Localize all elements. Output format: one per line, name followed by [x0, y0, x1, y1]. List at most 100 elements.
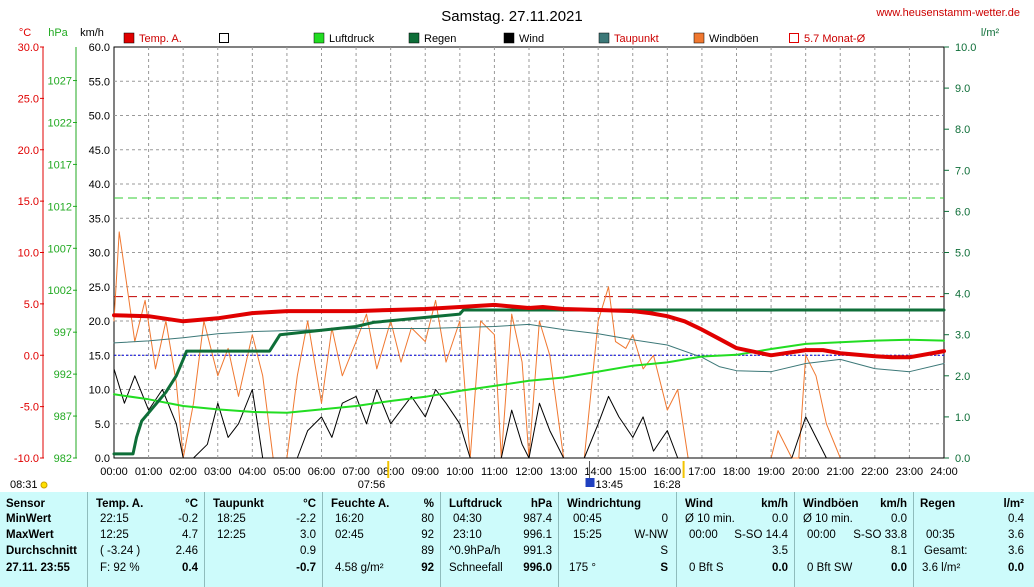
legend-swatch: [503, 32, 515, 44]
dewpoint-unit: °C: [303, 498, 316, 510]
temp-unit: °C: [185, 498, 198, 510]
chart-title: Samstag. 27.11.2021: [441, 8, 583, 25]
x-tick-label: 14:00: [584, 466, 612, 478]
legend-label: Luftdruck: [329, 33, 375, 45]
pressure-current: 996.0: [523, 562, 552, 574]
wind-header: Wind: [685, 498, 713, 510]
wind-avg10-label: Ø 10 min.: [685, 513, 735, 525]
wind-axis-tick: 55.0: [89, 76, 110, 88]
dewpoint-header: Taupunkt: [213, 498, 264, 510]
winddir-current: S: [660, 562, 668, 574]
x-tick-label: 08:00: [377, 466, 405, 478]
temp-axis-tick: 20.0: [18, 145, 39, 157]
x-tick-label: 13:00: [550, 466, 578, 478]
pressure-max-time: 23:10: [453, 529, 482, 541]
rain-axis-tick: 8.0: [955, 124, 970, 136]
dewpoint-column: Taupunkt °C 18:25 -2.2 12:25 3.0 0.9 -0.…: [205, 492, 323, 587]
x-tick-label: 24:00: [930, 466, 958, 478]
wind-avg-value: 3.5: [772, 545, 788, 557]
pressure-axis-tick: 1022: [48, 117, 72, 129]
wind-axis-tick: 15.0: [89, 350, 110, 362]
gust-avg10-value: 0.0: [891, 513, 907, 525]
pressure-header: Luftdruck: [449, 498, 503, 510]
temp-humidity-note: F: 92 %: [100, 562, 140, 574]
marker-label: 08:31: [10, 479, 38, 491]
x-tick-label: 09:00: [411, 466, 439, 478]
pressure-avg-value: 991.3: [523, 545, 552, 557]
temp-avg-note: ( -3.24 ): [100, 545, 141, 557]
wind-current: 0.0: [772, 562, 788, 574]
pressure-min-value: 987.4: [523, 513, 552, 525]
pressure-trend: ^0.9hPa/h: [449, 545, 501, 557]
pressure-axis-tick: 1007: [48, 243, 72, 255]
humidity-column: Feuchte A. % 16:20 80 02:45 92 89 4.58 g…: [323, 492, 441, 587]
winddir-header: Windrichtung: [567, 498, 641, 510]
rain-max-value: 3.6: [1008, 529, 1024, 541]
wind-axis-tick: 30.0: [89, 248, 110, 260]
temp-max-value: 4.7: [182, 529, 198, 541]
rain-axis-tick: 5.0: [955, 248, 970, 260]
rain-axis-tick: 7.0: [955, 165, 970, 177]
temp-avg-value: 2.46: [175, 545, 198, 557]
row-label-avg: Durchschnitt: [6, 545, 77, 557]
pressure-axis-tick: 1027: [48, 76, 72, 88]
temp-max-time: 12:25: [100, 529, 129, 541]
wind-column: Wind km/h Ø 10 min. 0.0 00:00 S-SO 14.4 …: [677, 492, 795, 587]
rain-column: Regen l/m² 0.4 00:35 3.6 Gesamt: 3.6 3.6…: [914, 492, 1026, 587]
humidity-max-time: 02:45: [335, 529, 364, 541]
humidity-max-value: 92: [421, 529, 434, 541]
sensor-header: Sensor: [6, 498, 45, 510]
wind-axis-tick: 40.0: [89, 179, 110, 191]
rain-row1-value: 0.4: [1008, 513, 1024, 525]
rain-axis-tick: 0.0: [955, 453, 970, 465]
site-url: www.heusenstamm-wetter.de: [875, 7, 1020, 19]
legend-swatch: [408, 32, 420, 44]
x-tick-label: 02:00: [169, 466, 197, 478]
wind-max-value: S-SO 14.4: [734, 529, 788, 541]
pressure-unit: hPa: [530, 498, 552, 510]
x-tick-label: 16:00: [654, 466, 682, 478]
pressure-axis-tick: 997: [54, 327, 72, 339]
x-tick-label: 21:00: [826, 466, 854, 478]
x-tick-label: 06:00: [308, 466, 336, 478]
legend-label: Wind: [519, 33, 544, 45]
pressure-min-time: 04:30: [453, 513, 482, 525]
wind-axis-tick: 20.0: [89, 316, 110, 328]
series-wind-line: [113, 368, 945, 459]
x-tick-label: 17:00: [688, 466, 716, 478]
rain-current: 0.0: [1008, 562, 1024, 574]
legend-label: Taupunkt: [614, 33, 659, 45]
gust-header: Windböen: [803, 498, 859, 510]
rain-total-value: 3.6: [1008, 545, 1024, 557]
temp-axis-tick: 30.0: [18, 42, 39, 54]
x-tick-label: 12:00: [515, 466, 543, 478]
rain-unit: l/m²: [1003, 498, 1024, 510]
dewpoint-current: -0.7: [296, 562, 316, 574]
pressure-column: Luftdruck hPa 04:30 987.4 23:10 996.1 ^0…: [441, 492, 559, 587]
winddir-max-time: 15:25: [573, 529, 602, 541]
gust-current: 0.0: [891, 562, 907, 574]
x-tick-label: 10:00: [446, 466, 474, 478]
pressure-axis-tick: 992: [54, 369, 72, 381]
wind-axis-tick: 35.0: [89, 213, 110, 225]
footer-timestamp: 27.11. 23:55: [6, 562, 70, 574]
rain-header: Regen: [920, 498, 956, 510]
series-temp-a-line: [112, 302, 946, 360]
temp-axis-tick: 25.0: [18, 93, 39, 105]
winddir-column: Windrichtung 00:45 0 15:25 W-NW S 175 ° …: [559, 492, 677, 587]
temp-axis-tick: 0.0: [24, 350, 39, 362]
legend-swatch: [693, 32, 705, 44]
x-tick-label: 18:00: [723, 466, 751, 478]
temp-current: 0.4: [182, 562, 198, 574]
wind-axis-tick: 45.0: [89, 145, 110, 157]
marker-label: 16:28: [653, 479, 681, 491]
pressure-axis-tick: 1012: [48, 201, 72, 213]
temp-axis-tick: 5.0: [24, 299, 39, 311]
humidity-avg-value: 89: [421, 545, 434, 557]
temp-axis-tick: 10.0: [18, 248, 39, 260]
winddir-degrees: 175 °: [569, 562, 596, 574]
x-tick-label: 07:00: [342, 466, 370, 478]
rain-axis-tick: 4.0: [955, 289, 970, 301]
gust-avg-value: 8.1: [891, 545, 907, 557]
x-tick-label: 20:00: [792, 466, 820, 478]
